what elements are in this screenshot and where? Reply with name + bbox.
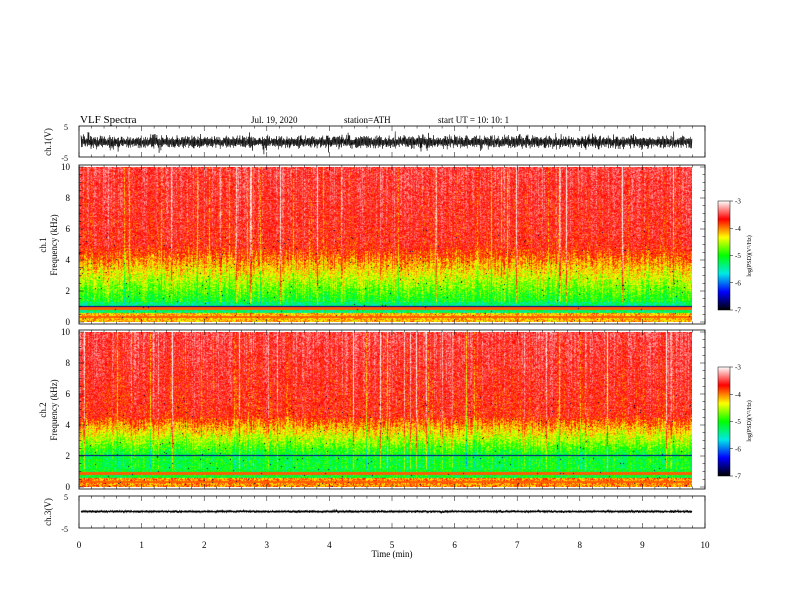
time-axis-label: Time (min) [372,549,413,559]
time-xtick-label: 3 [265,540,270,550]
ch1-spectrogram-panel: 0 2 4 6 8 10 ch.1 Frequency (kHz) [38,162,706,327]
ch2-colorbar-gradient [718,367,730,476]
ch3-waveform-panel: 0 1 2 3 4 5 6 7 8 9 10 5 -5 ch.3(V) Time (min) [43,493,710,559]
ch1-colorbar-tick-label: -6 [735,279,741,287]
ch1-colorbar-gradient [718,201,730,310]
ch1-spec-ytick-label: 6 [66,224,71,234]
ch2-colorbar-label: log(PSD)(V²/Hz) [746,400,753,441]
ch2-colorbar-tick-label: -4 [735,391,741,399]
ch1-colorbar-tick-label: -5 [735,252,741,260]
ch1-spec-ylabel: Frequency (kHz) [49,214,59,275]
ch1-spec-ytick-label: 2 [66,286,71,296]
date-label: Jul. 19, 2020 [251,115,298,125]
time-xtick-label: 8 [578,540,583,550]
ch2-spec-ytick-label: 0 [66,482,71,492]
time-xtick-label: 9 [640,540,645,550]
ch3-wave-ytick-bottom: -5 [61,525,68,534]
ch3-wave-ylabel: ch.3(V) [43,498,53,526]
ch1-colorbar-tick-label: -4 [735,225,741,233]
ch2-spec-ytick-label: 6 [66,389,71,399]
ch2-spectrogram-yticks: 0 2 4 6 8 10 [61,327,705,492]
ch1-spectrogram-yticks: 0 2 4 6 8 10 [61,162,705,327]
ch2-colorbar-tick-label: -5 [735,418,741,426]
start-time-label: start UT = 10: 10: 1 [438,115,509,125]
ch1-spectrogram-image [79,167,692,322]
ch2-spec-ytick-label: 10 [61,327,71,337]
ch2-colorbar-tick-label: -7 [735,473,741,481]
ch2-spectrogram-xticks [78,330,706,489]
ch2-colorbar-ticks: -3 -4 -5 -6 -7 [730,364,741,481]
ch2-spec-channel-label: ch.2 [38,402,48,417]
ch1-colorbar-ticks: -3 -4 -5 -6 -7 [730,198,741,315]
ch1-wave-ytick-top: 5 [64,123,68,132]
ch2-spec-ytick-label: 8 [66,358,71,368]
figure-title: VLF Spectra [80,114,137,126]
ch1-spec-ytick-label: 8 [66,193,71,203]
time-xtick-label: 4 [327,540,332,550]
ch1-spec-ytick-label: 10 [61,162,71,172]
ch2-spec-ytick-label: 4 [66,420,71,430]
time-xtick-label: 0 [77,540,82,550]
time-xtick-label: 1 [139,540,144,550]
ch1-wave-ytick-bottom: -5 [61,154,68,163]
ch1-spec-ytick-label: 0 [66,317,71,327]
time-xtick-label: 7 [515,540,520,550]
ch1-spec-ytick-label: 4 [66,255,71,265]
time-xtick-label: 5 [390,540,395,550]
ch2-colorbar: -3 -4 -5 -6 -7 log(PSD)(V²/Hz) [717,364,753,481]
ch3-waveform-xticks [78,496,706,528]
ch1-colorbar: -3 -4 -5 -6 -7 log(PSD)(V²/Hz) [717,198,753,315]
ch1-waveform-xticks [78,126,706,157]
ch1-colorbar-label: log(PSD)(V²/Hz) [746,235,753,276]
station-label: station=ATH [344,115,391,125]
ch1-waveform-panel: 5 -5 ch.1(V) [43,123,706,163]
ch2-spec-ylabel: Frequency (kHz) [49,379,59,440]
ch2-spectrogram-image [79,332,692,487]
ch3-wave-ytick-top: 5 [64,493,68,502]
ch1-wave-ylabel: ch.1(V) [43,128,53,156]
time-xtick-label: 6 [452,540,457,550]
ch2-colorbar-tick-label: -6 [735,445,741,453]
time-xtick-label: 10 [701,540,711,550]
ch2-spec-ytick-label: 2 [66,451,71,461]
ch1-spectrogram-xticks [78,165,706,324]
ch1-colorbar-tick-label: -3 [735,198,741,206]
ch3-waveform-trace [80,509,693,514]
ch2-colorbar-tick-label: -3 [735,364,741,372]
ch1-colorbar-tick-label: -7 [735,307,741,315]
ch1-waveform-trace [80,131,693,155]
time-xtick-label: 2 [202,540,207,550]
time-axis-tick-labels: 0 1 2 3 4 5 6 7 8 9 10 [77,540,710,550]
ch2-spectrogram-panel: 0 2 4 6 8 10 ch.2 Frequency (kHz) [38,327,706,492]
ch1-spec-channel-label: ch.1 [38,237,48,252]
